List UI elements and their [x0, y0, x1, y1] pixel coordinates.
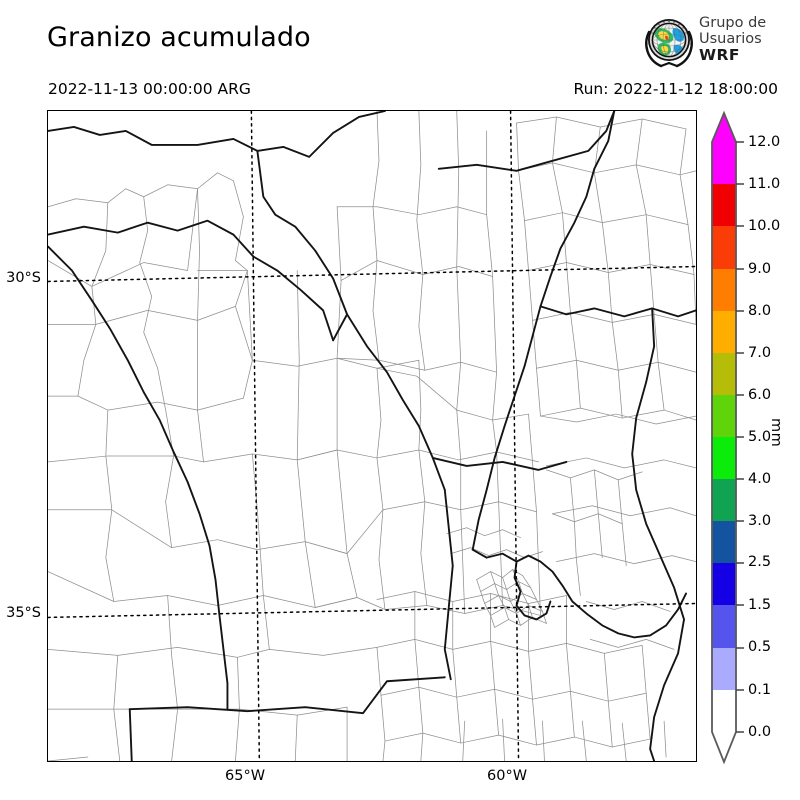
- colorbar-tick-10: 10.0: [748, 218, 781, 234]
- department-borders: [48, 111, 696, 761]
- lon-tick-65w: 65°W: [225, 768, 266, 784]
- lon-tick-60w: 60°W: [487, 768, 528, 784]
- graticule: [48, 111, 696, 761]
- colorbar-unit-label: mm: [768, 418, 784, 448]
- page-title: Granizo acumulado: [47, 22, 311, 53]
- logo: Grupo de Usuarios WRF: [641, 14, 793, 72]
- graticule-lon-60w: [509, 111, 520, 761]
- colorbar-tick-0p5: 0.5: [748, 639, 772, 655]
- colorbar-tick-2p5: 2.5: [748, 554, 772, 570]
- colorbar-tick-1p5: 1.5: [748, 597, 772, 613]
- colorbar-tick-12: 12.0: [748, 134, 781, 150]
- logo-line-2: Usuarios: [699, 31, 762, 47]
- graticule-lat-35s: [48, 602, 696, 619]
- colorbar-tick-0p1: 0.1: [748, 682, 772, 698]
- globe-emblem-icon: [641, 14, 697, 70]
- valid-time-label: 2022-11-13 00:00:00 ARG: [48, 80, 251, 98]
- colorbar-tick-6: 6.0: [748, 387, 772, 403]
- colorbar-ticks: [736, 141, 744, 733]
- logo-line-3: WRF: [699, 46, 740, 64]
- lat-tick-30s: 30°S: [6, 270, 41, 286]
- colorbar-tick-0: 0.0: [748, 724, 772, 740]
- colorbar-tick-5: 5.0: [748, 429, 772, 445]
- colorbar-tick-7: 7.0: [748, 345, 772, 361]
- colorbar[interactable]: [706, 106, 746, 770]
- graticule-lat-30s: [48, 265, 696, 283]
- colorbar-tick-8: 8.0: [748, 303, 772, 319]
- logo-text: Grupo de Usuarios WRF: [699, 15, 766, 63]
- logo-line-1: Grupo de: [699, 15, 767, 31]
- colorbar-tick-3: 3.0: [748, 513, 772, 529]
- colorbar-bands: [712, 142, 736, 732]
- colorbar-tick-9: 9.0: [748, 261, 772, 277]
- colorbar-tick-11: 11.0: [748, 176, 781, 192]
- map-canvas[interactable]: [47, 110, 697, 762]
- colorbar-under-arrow: [712, 732, 736, 762]
- colorbar-tick-4: 4.0: [748, 471, 772, 487]
- lat-tick-35s: 35°S: [6, 605, 41, 621]
- run-time-label: Run: 2022-11-12 18:00:00: [573, 80, 779, 98]
- province-borders: [48, 111, 696, 761]
- colorbar-over-arrow: [712, 113, 736, 142]
- graticule-lon-65w: [250, 111, 261, 761]
